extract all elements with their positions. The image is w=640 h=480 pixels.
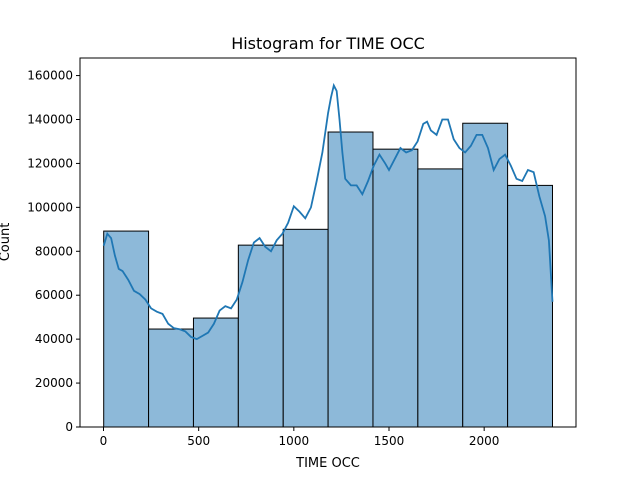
histogram-bar-3 — [192, 317, 239, 428]
x-tick-label: 1500 — [374, 434, 405, 448]
y-tick-label: 20000 — [35, 376, 73, 390]
y-tick-label: 60000 — [35, 288, 73, 302]
x-tick-label: 1000 — [279, 434, 310, 448]
x-tick-label: 0 — [100, 434, 108, 448]
plot-frame — [79, 57, 577, 428]
histogram-bar-8 — [417, 168, 464, 428]
y-tick-label: 160000 — [27, 69, 73, 83]
x-axis-ticks: 0 500 1000 1500 2000 — [100, 427, 500, 448]
histogram-bar-1 — [103, 230, 150, 428]
histogram-bar-9 — [462, 122, 509, 428]
y-tick-label: 100000 — [27, 200, 73, 214]
x-axis-label: TIME OCC — [295, 456, 360, 471]
histogram-bar-5 — [282, 228, 329, 428]
histogram-bar-6 — [327, 131, 374, 428]
histogram-bar-10 — [507, 184, 553, 428]
histogram-bar-7 — [372, 148, 419, 428]
y-tick-label: 80000 — [35, 244, 73, 258]
y-tick-label: 120000 — [27, 156, 73, 170]
y-axis-label: Count — [0, 223, 13, 262]
chart-title: Histogram for TIME OCC — [231, 34, 425, 53]
x-tick-label: 500 — [187, 434, 210, 448]
histogram-bars — [103, 122, 553, 428]
y-tick-label: 0 — [65, 420, 73, 434]
y-tick-label: 140000 — [27, 113, 73, 127]
histogram-bar-4 — [237, 244, 284, 428]
kde-curve — [102, 82, 554, 341]
histogram-bar-2 — [148, 328, 194, 428]
y-axis-ticks: 0 20000 40000 60000 80000 100000 120000 140000 1… — [27, 69, 80, 434]
y-tick-label: 40000 — [35, 332, 73, 346]
x-tick-label: 2000 — [469, 434, 500, 448]
